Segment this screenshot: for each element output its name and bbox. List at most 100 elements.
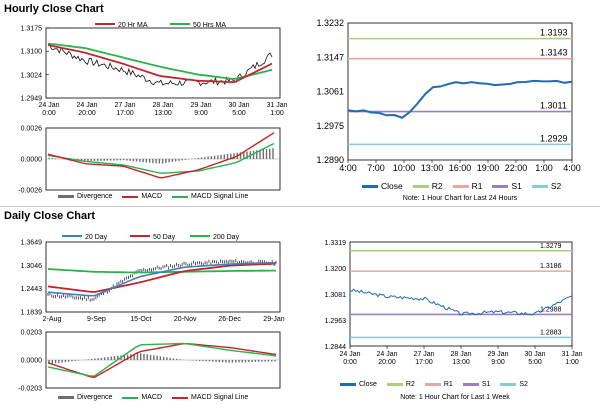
legend-label-r1: R1 <box>471 181 483 191</box>
hourly-macd-legend: Divergence MACD MACD Signal Line <box>48 193 248 200</box>
y-tick-label: 0.0203 <box>21 330 43 337</box>
level-label-r1: 1.3186 <box>540 263 562 270</box>
series-20-day <box>47 262 277 297</box>
legend-label-divergence: Divergence <box>77 394 113 401</box>
x-tick-label: 24 Jan <box>376 351 397 358</box>
x-tick-label: 0:00 <box>343 359 357 366</box>
level-label-s1: 1.3011 <box>540 101 567 111</box>
legend-label-close: Close <box>359 381 377 388</box>
daily-pivot-chart: 1.3319 1.3200 1.3081 1.2963 1.2844 24 Jan 0:00… <box>300 222 600 392</box>
y-tick-label: 1.3319 <box>325 240 347 247</box>
y-tick-label: 1.2975 <box>316 121 344 131</box>
legend-label-r2: R2 <box>431 181 443 191</box>
x-tick-label: 20:00 <box>78 110 96 117</box>
x-tick-label: 2-Aug <box>43 316 62 323</box>
legend-swatch-r1 <box>452 184 469 188</box>
x-tick-label: 27 Jan <box>413 351 434 358</box>
legend-label-s1: S1 <box>481 381 491 388</box>
legend-swatch-r1 <box>424 383 441 386</box>
legend-label-200-day: 200 Day <box>213 234 240 241</box>
plot-frame <box>349 241 573 347</box>
level-label-r2: 1.3279 <box>540 243 562 250</box>
daily-macd-chart: 0.0203 0.0000 -0.0203 <box>0 330 300 400</box>
y-tick-label: 1.3061 <box>316 87 344 97</box>
level-label-s2: 1.2883 <box>540 329 562 336</box>
plot-frame <box>347 22 573 161</box>
x-tick-label: 19:00 <box>477 163 500 173</box>
y-tick-label: 1.3024 <box>21 72 43 79</box>
x-tick-label: 29 Jan <box>487 351 508 358</box>
x-tick-label: 17:00 <box>116 110 134 117</box>
legend-swatch-s2 <box>500 383 517 386</box>
x-tick-label: 20:00 <box>378 359 396 366</box>
x-tick-label: 13:00 <box>421 163 444 173</box>
hourly-macd-chart: 0.0026 0.0000 -0.0026 <box>0 124 300 204</box>
x-tick-label: 28 Jan <box>450 351 471 358</box>
x-tick-label: 24 Jan <box>38 102 59 109</box>
x-tick-label: 24 Jan <box>76 102 97 109</box>
legend-label-50-day: 50 Day <box>153 234 176 241</box>
legend-swatch-divergence <box>58 195 74 198</box>
legend-label-signal: MACD Signal Line <box>191 394 249 401</box>
legend-swatch-s1 <box>492 184 509 188</box>
y-tick-label: 1.1839 <box>21 310 43 317</box>
x-tick-label: 0:00 <box>42 110 56 117</box>
daily-price-plot: 20 Day 50 Day 200 Day 1.3649 1.3046 1.2443 1.1… <box>21 234 285 323</box>
y-tick-label: 1.2443 <box>21 286 43 293</box>
x-tick-label: 13:00 <box>452 359 470 366</box>
x-tick-label: 27 Jan <box>114 102 135 109</box>
x-tick-label: 5:00 <box>232 110 246 117</box>
legend-swatch-divergence <box>58 396 74 399</box>
legend-label-macd: MACD <box>141 193 163 200</box>
plot-frame <box>45 27 281 99</box>
legend-swatch-macd <box>122 195 139 198</box>
y-tick-label: 1.3200 <box>325 266 347 273</box>
x-tick-label: 15-Oct <box>130 316 151 323</box>
legend-label-20hr-ma: 20 Hr MA <box>118 22 148 29</box>
x-tick-label: 7:00 <box>367 163 385 173</box>
daily-macd-plot: 0.0203 0.0000 -0.0203 <box>18 330 281 393</box>
hourly-price-plot: 20 Hr MA 50 Hrs MA 1.3175 1.3100 1.3024 1.294… <box>21 22 288 117</box>
x-tick-label: 31 Jan <box>561 351 582 358</box>
daily-section-title: Daily Close Chart <box>4 210 96 222</box>
y-tick-label: 1.3046 <box>21 263 43 270</box>
x-tick-label: 4:00 <box>563 163 581 173</box>
x-tick-label: 4:00 <box>339 163 357 173</box>
y-tick-label: 1.3232 <box>316 18 344 28</box>
x-tick-label: 13:00 <box>154 110 172 117</box>
level-label-r1: 1.3143 <box>540 48 568 58</box>
x-tick-label: 30 Jan <box>228 102 249 109</box>
y-tick-label: -0.0026 <box>18 188 42 195</box>
legend-swatch-close <box>340 383 356 386</box>
x-tick-label: 29-Jan <box>263 316 285 323</box>
x-tick-label: 22:00 <box>505 163 528 173</box>
y-tick-label: 1.3649 <box>21 240 43 247</box>
legend-label-50hrs-ma: 50 Hrs MA <box>193 22 226 29</box>
legend-swatch-macd <box>122 396 139 399</box>
legend-swatch-s2 <box>531 184 548 188</box>
y-tick-label: 1.2949 <box>21 96 43 103</box>
x-tick-label: 31 Jan <box>266 102 287 109</box>
x-tick-label: 1:00 <box>565 359 579 366</box>
legend-label-r1: R1 <box>443 381 453 388</box>
level-label-s1: 1.2988 <box>540 306 562 313</box>
series-50-day <box>47 262 277 293</box>
legend-swatch-close <box>362 184 378 188</box>
daily-price-chart: 20 Day 50 Day 200 Day 1.3649 1.3046 1.2443 1.1… <box>0 222 300 330</box>
level-label-s2: 1.2929 <box>540 133 568 143</box>
legend-swatch-signal <box>172 396 189 399</box>
y-tick-label: 1.3081 <box>325 292 347 299</box>
legend-label-macd: MACD <box>141 394 163 401</box>
y-tick-label: 0.0000 <box>21 358 43 365</box>
x-tick-label: 24 Jan <box>339 351 360 358</box>
hourly-price-chart: 20 Hr MA 50 Hrs MA 1.3175 1.3100 1.3024 1.294… <box>0 14 300 124</box>
x-tick-label: 30 Jan <box>524 351 545 358</box>
x-tick-label: 9-Sep <box>87 316 106 323</box>
section-divider <box>0 206 600 207</box>
series-macd-signal <box>47 142 275 174</box>
legend-label-s2: S2 <box>550 181 562 191</box>
x-tick-label: 9:00 <box>194 110 208 117</box>
legend-swatch-r2 <box>386 383 403 386</box>
y-tick-label: 0.0026 <box>21 126 43 133</box>
